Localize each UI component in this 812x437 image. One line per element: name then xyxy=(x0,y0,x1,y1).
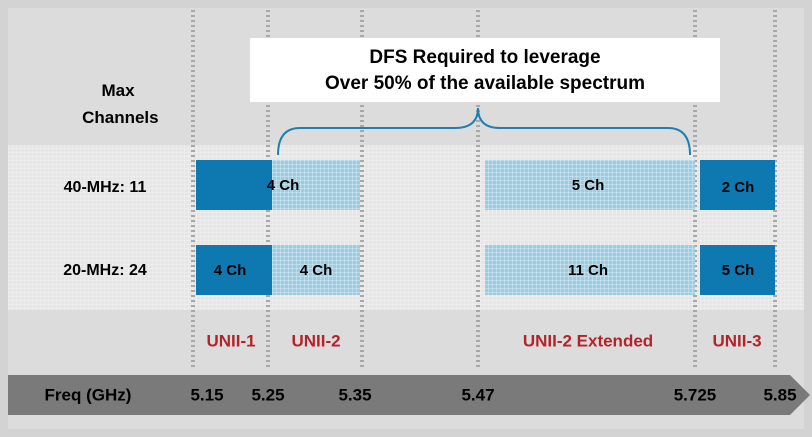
row-label: 20-MHz: 24 xyxy=(63,262,147,279)
frequency-label: 5.725 xyxy=(674,385,717,404)
channel-block xyxy=(272,160,360,210)
frequency-arrow xyxy=(8,375,810,415)
brace xyxy=(277,107,691,156)
channel-block xyxy=(272,245,360,295)
axis-label: Freq (GHz) xyxy=(45,385,132,404)
channel-block xyxy=(700,245,775,295)
frequency-label: 5.15 xyxy=(190,385,223,404)
channel-block xyxy=(700,160,775,210)
segment-label: 4 Ch xyxy=(267,177,300,194)
channel-block xyxy=(196,160,272,210)
segment-label: 2 Ch xyxy=(722,179,755,196)
band-label: UNII-2 Extended xyxy=(523,331,653,350)
channel-block xyxy=(485,245,695,295)
header: Max Channels xyxy=(77,81,158,127)
channel-block xyxy=(485,160,695,210)
callout-line: Over 50% of the available spectrum xyxy=(325,73,645,94)
row-label: 40-MHz: 11 xyxy=(64,179,147,196)
channel-block xyxy=(196,245,272,295)
callout-line: DFS Required to leverage xyxy=(369,47,600,68)
segment-label: 4 Ch xyxy=(300,262,333,279)
segment-label: 5 Ch xyxy=(722,262,755,279)
band-label: UNII-1 xyxy=(206,331,255,350)
frequency-label: 5.25 xyxy=(251,385,284,404)
segment-label: 5 Ch xyxy=(572,177,605,194)
frequency-label: 5.47 xyxy=(461,385,494,404)
band-label: UNII-3 xyxy=(712,331,761,350)
frequency-label: 5.85 xyxy=(763,385,796,404)
frequency-label: 5.35 xyxy=(338,385,371,404)
segment-label: 11 Ch xyxy=(568,262,608,279)
band-label: UNII-2 xyxy=(291,331,340,350)
segment-label: 4 Ch xyxy=(214,262,247,279)
callout-box xyxy=(250,38,720,102)
